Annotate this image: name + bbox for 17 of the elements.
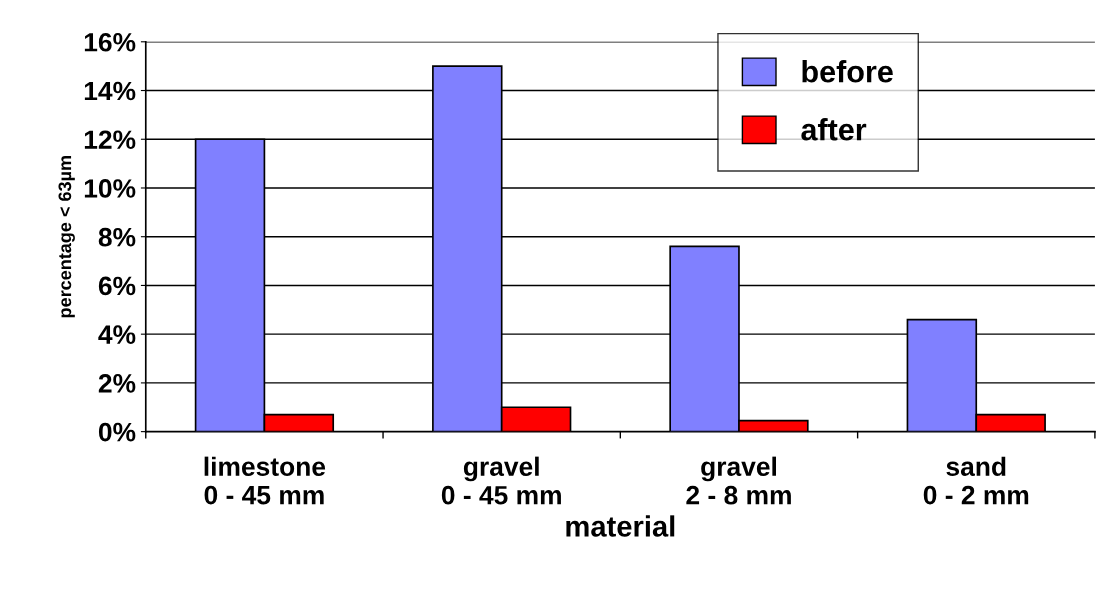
x-tick-label: gravel 0 - 45 mm — [441, 456, 561, 505]
x-tick-label: gravel 2 - 8 mm — [686, 456, 791, 505]
y-tick-label: 16% — [84, 32, 136, 52]
y-tick-label: 8% — [98, 227, 136, 247]
y-tick-label: 6% — [98, 276, 136, 296]
y-tick-label: 2% — [98, 374, 136, 393]
y-tick-label: 10% — [84, 179, 136, 198]
y-axis-title: percentage < 63µm — [58, 156, 75, 318]
legend-label: before — [802, 60, 893, 83]
legend-label: after — [801, 118, 867, 141]
y-tick-label: 0% — [98, 422, 136, 442]
x-tick-label: sand 0 - 2 mm — [923, 456, 1029, 505]
x-axis-title: material — [566, 515, 675, 537]
x-tick-label: limestone 0 - 45 mm — [204, 456, 326, 505]
y-tick-label: 12% — [84, 130, 136, 150]
y-tick-label: 4% — [98, 325, 136, 344]
y-tick-label: 14% — [84, 81, 136, 101]
